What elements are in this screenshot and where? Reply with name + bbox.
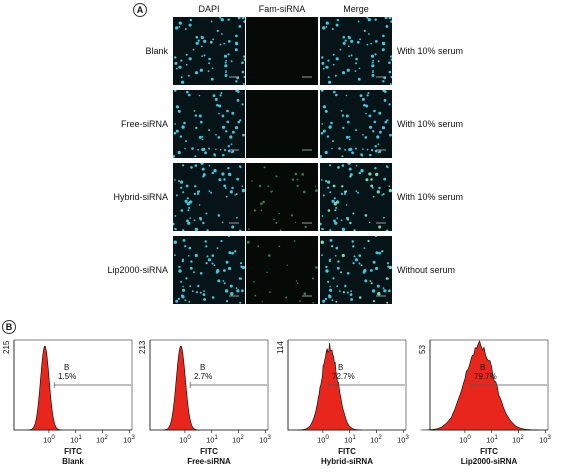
gate-label: B	[480, 363, 486, 372]
sample-name: Hybrid-siRNA	[320, 457, 373, 466]
row-label: Lip2000-siRNA	[107, 265, 168, 275]
y-max-label: 213	[138, 340, 147, 354]
x-tick-label: 102	[370, 434, 382, 445]
sample-name: Blank	[62, 457, 84, 466]
micrograph-dapi	[173, 17, 245, 85]
x-tick-label: 101	[206, 434, 218, 445]
x-axis-label: FITC	[480, 447, 498, 456]
histogram-distribution	[162, 345, 200, 431]
row-condition: With 10% serum	[397, 46, 464, 56]
row-condition: With 10% serum	[397, 192, 464, 202]
histogram-distribution	[27, 345, 62, 431]
x-tick-label: 100	[459, 434, 471, 445]
micrograph-dapi	[173, 236, 245, 304]
histogram-axes	[287, 340, 406, 431]
column-header-fam-sirna: Fam-siRNA	[258, 4, 306, 14]
gate-label: B	[64, 363, 70, 372]
column-header-dapi: DAPI	[198, 4, 220, 14]
histogram-frame	[288, 339, 407, 430]
histogram-2: B 72.7% 114 100 101 102 103 FITC Hybrid-siRNA	[276, 339, 409, 466]
micrograph-fam	[246, 90, 318, 158]
x-tick-label: 100	[317, 434, 329, 445]
histogram-3: B 79.7% 53 100 101 102 103 FITC Lip2000-siRNA	[418, 339, 551, 466]
y-max-label: 114	[276, 341, 285, 354]
histogram-frame	[14, 339, 133, 430]
micrograph-merge	[320, 90, 392, 158]
micrograph-merge	[320, 17, 392, 85]
x-tick-label: 101	[344, 434, 356, 445]
gate-percent: 2.7%	[194, 372, 213, 381]
histogram-1: B 2.7% 213 100 101 102 103 FITC Free-siRNA	[138, 339, 271, 466]
micrograph-merge	[320, 236, 392, 304]
x-tick-label: 103	[259, 434, 271, 445]
x-tick-label: 102	[96, 434, 108, 445]
histogram-frame	[150, 339, 269, 430]
row-label: Blank	[145, 46, 168, 56]
row-label: Hybrid-siRNA	[113, 192, 168, 202]
histogram-axes	[149, 340, 268, 431]
gate-percent: 79.7%	[474, 372, 497, 381]
micrograph-fam	[246, 17, 318, 85]
histogram-frame	[430, 339, 549, 430]
x-axis-label: FITC	[338, 447, 356, 456]
gate-label: B	[338, 363, 344, 372]
panel-b-letter: B	[2, 320, 16, 334]
x-tick-label: 100	[179, 434, 191, 445]
micrograph-fam	[246, 163, 318, 231]
x-tick-label: 103	[539, 434, 551, 445]
x-tick-label: 103	[397, 434, 409, 445]
gate-percent: 1.5%	[58, 372, 77, 381]
x-tick-label: 100	[43, 434, 55, 445]
x-axis-label: FITC	[200, 447, 218, 456]
micrograph-dapi	[173, 163, 245, 231]
row-condition: With 10% serum	[397, 119, 464, 129]
y-max-label: 53	[418, 345, 427, 354]
sample-name: Lip2000-siRNA	[460, 457, 518, 466]
histogram-distribution	[297, 343, 362, 431]
row-condition: Without serum	[397, 265, 456, 275]
x-tick-label: 103	[123, 434, 135, 445]
x-tick-label: 101	[486, 434, 498, 445]
histogram-0: B 1.5% 215 100 101 102 103 FITC Blank	[2, 339, 135, 466]
sample-name: Free-siRNA	[187, 457, 231, 466]
gate-label: B	[200, 363, 206, 372]
x-tick-label: 102	[512, 434, 524, 445]
micrograph-fam	[246, 236, 318, 304]
histogram-axes	[13, 340, 132, 431]
panel-a-letter: A	[133, 3, 147, 17]
column-header-merge: Merge	[343, 4, 369, 14]
y-max-label: 215	[2, 340, 11, 354]
micrograph-merge	[320, 163, 392, 231]
x-tick-label: 102	[232, 434, 244, 445]
micrograph-dapi	[173, 90, 245, 158]
histogram-distribution	[420, 340, 539, 431]
x-axis-label: FITC	[64, 447, 82, 456]
x-tick-label: 101	[70, 434, 82, 445]
row-label: Free-siRNA	[120, 119, 168, 129]
gate-percent: 72.7%	[332, 372, 355, 381]
